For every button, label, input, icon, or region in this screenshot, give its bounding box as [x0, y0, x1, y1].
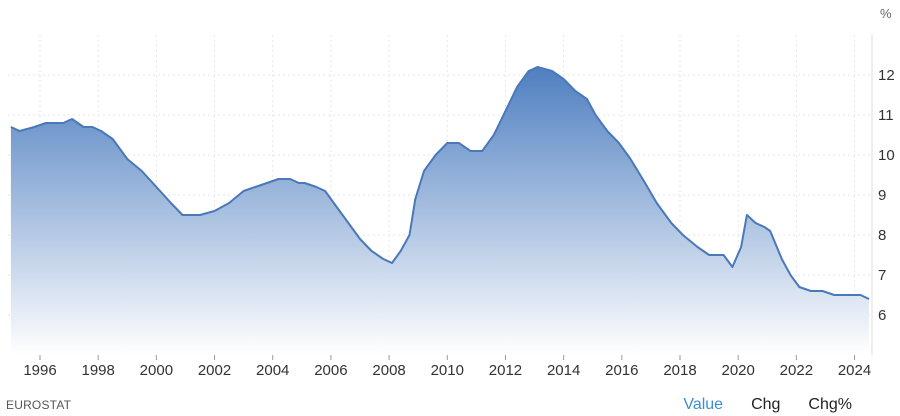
- x-tick-label: 2000: [140, 362, 173, 379]
- plot-area: [10, 66, 870, 355]
- x-tick-label: 2024: [838, 362, 871, 379]
- x-tick-label: 2010: [431, 362, 464, 379]
- x-axis: 1996 1998 2000 2002 2004 2006 2008 2010 2012 2014…: [23, 355, 871, 379]
- y-tick-label: 11: [878, 107, 894, 124]
- tab-chg-percent[interactable]: Chg%: [808, 396, 852, 413]
- y-axis: 6 7 8 9 10 11 12: [878, 67, 895, 324]
- series-area: [10, 67, 870, 355]
- y-tick-label: 10: [878, 147, 895, 164]
- chart-mode-tabs: Value Chg Chg%: [669, 396, 866, 414]
- unemployment-area-chart: 1996 1998 2000 2002 2004 2006 2008 2010 2012 2014…: [8, 6, 895, 379]
- y-tick-label: 12: [878, 67, 895, 84]
- x-tick-label: 2008: [372, 362, 405, 379]
- x-tick-label: 2004: [256, 362, 289, 379]
- x-tick-label: 2018: [663, 362, 696, 379]
- tab-chg[interactable]: Chg: [751, 396, 781, 413]
- y-tick-label: 7: [878, 267, 886, 284]
- y-tick-label: 9: [878, 187, 886, 204]
- tab-value[interactable]: Value: [683, 396, 724, 413]
- x-tick-label: 2014: [547, 362, 580, 379]
- x-tick-label: 2016: [605, 362, 638, 379]
- x-tick-label: 2012: [489, 362, 522, 379]
- x-tick-label: 1998: [81, 362, 114, 379]
- x-tick-label: 2020: [721, 362, 754, 379]
- chart-footer: EUROSTAT Value Chg Chg%: [0, 388, 900, 416]
- y-tick-label: 8: [878, 227, 886, 244]
- x-tick-label: 1996: [23, 362, 56, 379]
- y-unit-label: %: [880, 6, 892, 21]
- series-line: [10, 66, 870, 300]
- y-tick-label: 6: [878, 307, 886, 324]
- source-label: EUROSTAT: [6, 398, 72, 412]
- x-tick-label: 2022: [780, 362, 813, 379]
- x-tick-label: 2006: [314, 362, 347, 379]
- x-tick-label: 2002: [198, 362, 231, 379]
